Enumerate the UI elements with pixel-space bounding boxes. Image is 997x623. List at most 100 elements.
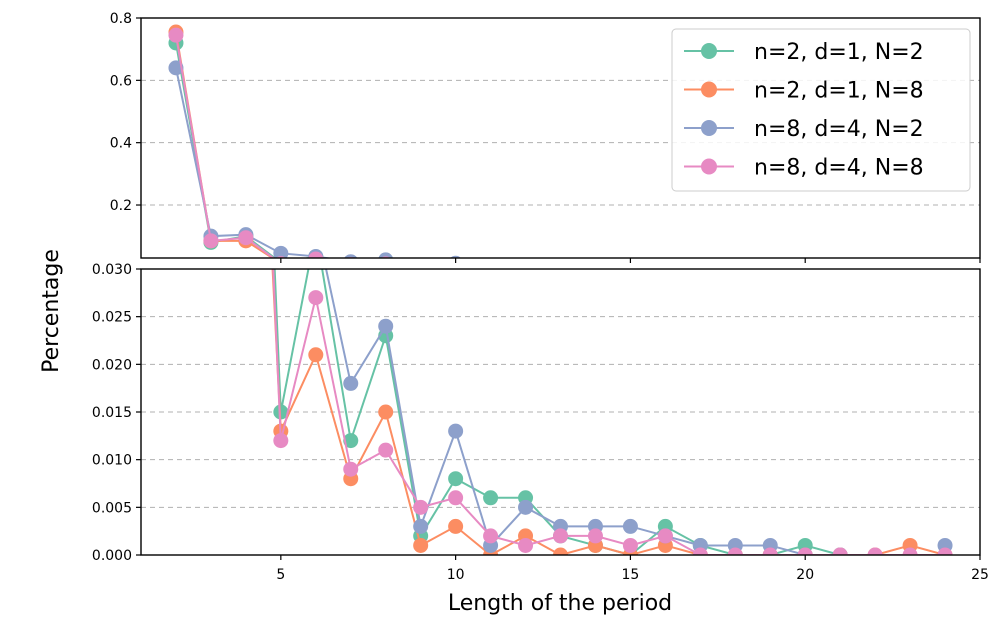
top-panel-frame <box>140 17 981 259</box>
top-point-n-8-d-4-n-2 <box>378 252 393 258</box>
top-point-n-2-d-1-n-2 <box>763 260 778 275</box>
legend-item-n-8-d-4-n-2: n=8, d=4, N=2 <box>684 117 924 142</box>
top-point-n-2-d-1-n-2 <box>693 260 708 275</box>
bottom-point-n-8-d-4-n-2 <box>308 214 323 229</box>
top-point-n-8-d-4-n-2 <box>413 259 428 274</box>
top-point-n-8-d-4-n-8 <box>413 258 428 273</box>
bottom-y-tick-label: 0.025 <box>92 310 132 326</box>
bottom-series-n-8-d-4-n-8 <box>272 269 953 555</box>
bottom-y-tick-label: 0.020 <box>92 357 132 373</box>
legend-marker <box>701 81 717 98</box>
top-point-n-8-d-4-n-2 <box>938 260 953 275</box>
bottom-point-n-8-d-4-n-8 <box>448 490 464 506</box>
bottom-panel-y-axis: 0.000 0.005 0.010 0.015 0.020 0.025 0.030 <box>92 262 141 564</box>
top-y-tick-label: 0.6 <box>110 73 132 89</box>
bottom-y-tick-label: 0.005 <box>92 500 132 516</box>
top-point-n-8-d-4-n-8 <box>763 260 778 275</box>
top-y-tick-label: 0.8 <box>110 11 132 27</box>
top-point-n-8-d-4-n-2 <box>518 258 533 273</box>
bottom-point-n-8-d-4-n-8 <box>727 547 743 555</box>
top-point-n-8-d-4-n-2 <box>483 260 498 275</box>
top-point-n-8-d-4-n-8 <box>868 260 883 275</box>
bottom-point-n-8-d-4-n-8 <box>343 461 359 477</box>
legend-marker <box>701 120 717 136</box>
bottom-panel-series <box>271 119 953 555</box>
bottom-point-n-2-d-1-n-2 <box>343 433 359 449</box>
top-point-n-2-d-1-n-8 <box>868 260 883 275</box>
top-point-n-8-d-4-n-8 <box>658 259 673 274</box>
bottom-point-n-2-d-1-n-8 <box>413 537 429 553</box>
bottom-point-n-2-d-1-n-8 <box>553 547 568 555</box>
top-point-n-8-d-4-n-8 <box>308 251 324 258</box>
top-point-n-8-d-4-n-8 <box>833 260 848 275</box>
top-point-n-8-d-4-n-8 <box>347 257 355 258</box>
bottom-point-n-8-d-4-n-8 <box>867 547 883 555</box>
top-series-n-8-d-4-n-8 <box>168 27 883 275</box>
top-panel-y-axis: 0.2 0.4 0.6 0.8 <box>110 11 141 214</box>
legend-item-n-8-d-4-n-8: n=8, d=4, N=8 <box>684 156 924 181</box>
bottom-point-n-8-d-4-n-8 <box>273 433 289 449</box>
top-point-n-2-d-1-n-2 <box>833 260 848 275</box>
bottom-point-n-2-d-1-n-2 <box>308 223 323 238</box>
top-point-n-2-d-1-n-8 <box>413 260 428 275</box>
bottom-point-n-8-d-4-n-2 <box>378 318 394 334</box>
top-point-n-2-d-1-n-8 <box>553 260 568 275</box>
bottom-point-n-8-d-4-n-8 <box>832 547 848 555</box>
bottom-point-n-8-d-4-n-8 <box>587 528 603 544</box>
top-point-n-2-d-1-n-8 <box>728 260 743 275</box>
top-point-n-8-d-4-n-8 <box>693 260 708 275</box>
top-point-n-8-d-4-n-8 <box>518 260 533 275</box>
top-point-n-8-d-4-n-2 <box>693 260 708 275</box>
top-y-tick-label: 0.2 <box>110 198 132 214</box>
top-point-n-2-d-1-n-2 <box>658 259 673 274</box>
legend: n=2, d=1, N=2 n=2, d=1, N=8 n=8, d=4, N=2 n… <box>671 28 971 192</box>
bottom-line-n-2-d-1-n-8 <box>271 269 946 555</box>
bottom-point-n-8-d-4-n-8 <box>657 528 673 544</box>
top-point-n-2-d-1-n-8 <box>658 260 673 275</box>
top-point-n-2-d-1-n-2 <box>490 257 492 258</box>
top-point-n-2-d-1-n-8 <box>518 259 533 274</box>
y-axis-label: Percentage <box>39 249 64 373</box>
bottom-point-n-8-d-4-n-8 <box>937 547 953 555</box>
top-point-n-2-d-1-n-8 <box>347 257 354 258</box>
top-point-n-2-d-1-n-8 <box>588 260 603 275</box>
bottom-point-n-8-d-4-n-2 <box>448 423 464 439</box>
bottom-y-tick-label: 0.030 <box>92 262 132 278</box>
top-point-n-8-d-4-n-8 <box>728 260 743 275</box>
top-point-n-8-d-4-n-2 <box>553 259 568 274</box>
bottom-point-n-8-d-4-n-8 <box>553 528 568 544</box>
bottom-point-n-2-d-1-n-8 <box>378 404 394 420</box>
top-point-n-2-d-1-n-2 <box>728 260 743 275</box>
bottom-point-n-8-d-4-n-8 <box>413 499 429 515</box>
top-point-n-8-d-4-n-2 <box>168 60 184 76</box>
top-point-n-8-d-4-n-8 <box>238 230 254 246</box>
legend-label: n=2, d=1, N=2 <box>754 40 924 65</box>
bottom-point-n-8-d-4-n-2 <box>518 499 534 515</box>
x-tick-label: 20 <box>796 567 814 583</box>
legend-label: n=8, d=4, N=8 <box>754 156 924 181</box>
top-y-tick-label: 0.4 <box>110 136 132 152</box>
bottom-point-n-2-d-1-n-2 <box>483 490 499 506</box>
top-series-n-8-d-4-n-2 <box>168 60 953 275</box>
top-point-n-8-d-4-n-2 <box>833 260 848 275</box>
legend-label: n=8, d=4, N=2 <box>754 117 924 142</box>
top-point-n-8-d-4-n-8 <box>588 259 603 274</box>
top-point-n-2-d-1-n-8 <box>763 260 778 275</box>
x-axis: 5 10 15 20 25 <box>276 258 989 583</box>
bottom-point-n-8-d-4-n-8 <box>692 547 708 555</box>
bottom-point-n-8-d-4-n-2 <box>273 119 288 134</box>
x-tick-label: 10 <box>447 567 465 583</box>
top-point-n-2-d-1-n-2 <box>524 257 527 258</box>
bottom-point-n-2-d-1-n-2 <box>448 471 464 487</box>
top-point-n-8-d-4-n-8 <box>168 27 184 43</box>
top-point-n-2-d-1-n-8 <box>693 260 708 275</box>
legend-marker <box>701 43 717 59</box>
top-point-n-8-d-4-n-8 <box>553 259 568 274</box>
top-point-n-8-d-4-n-8 <box>483 259 498 274</box>
top-point-n-8-d-4-n-2 <box>658 259 673 274</box>
x-tick-label: 5 <box>276 567 285 583</box>
top-point-n-2-d-1-n-2 <box>553 259 568 274</box>
top-point-n-2-d-1-n-8 <box>833 260 848 275</box>
bottom-point-n-8-d-4-n-8 <box>797 547 813 555</box>
